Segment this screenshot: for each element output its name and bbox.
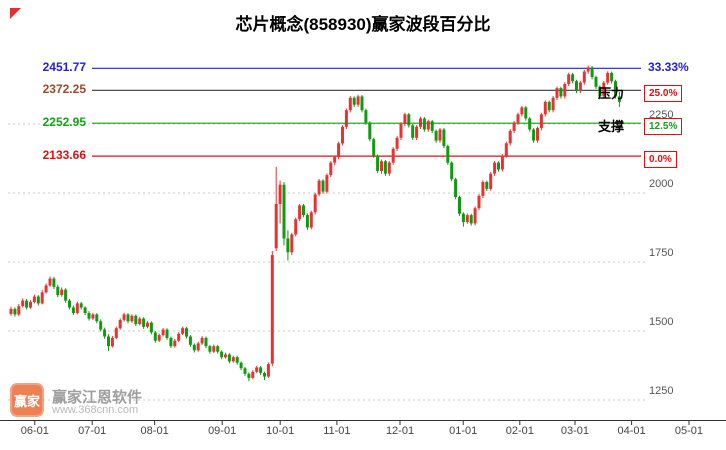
chart-title: 芯片概念(858930)赢家波段百分比: [235, 15, 491, 34]
resistance-label: 压力: [598, 86, 625, 101]
support-label: 支撑: [598, 119, 625, 134]
watermark-url: www.368cnn.com: [52, 404, 139, 416]
winner-logo-icon: 赢家: [10, 383, 44, 417]
corner-flag-icon: [10, 8, 21, 19]
watermark-brand: 赢家江恩软件: [52, 389, 143, 406]
